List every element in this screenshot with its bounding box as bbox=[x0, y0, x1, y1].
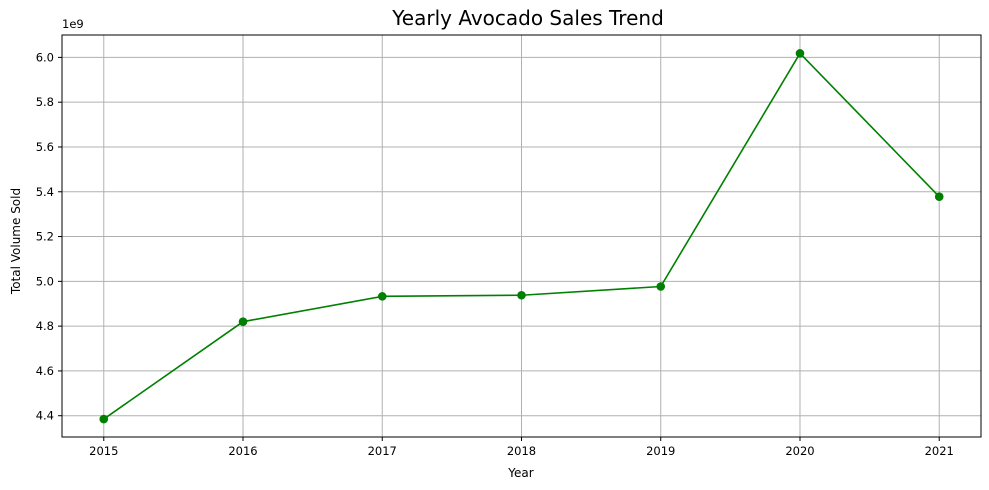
x-axis-label: Year bbox=[507, 466, 533, 480]
y-axis-label: Total Volume Sold bbox=[9, 188, 23, 295]
grid bbox=[62, 35, 981, 437]
y-tick-label: 4.4 bbox=[36, 409, 54, 423]
data-point bbox=[517, 290, 526, 300]
data-point bbox=[238, 317, 248, 326]
series-volume bbox=[99, 49, 944, 424]
data-point bbox=[934, 192, 944, 201]
y-tick-label: 5.2 bbox=[36, 230, 54, 244]
y-tick-label: 6.0 bbox=[36, 50, 54, 64]
y-tick-label: 5.8 bbox=[36, 95, 54, 109]
y-tick-label: 5.4 bbox=[36, 185, 54, 199]
x-tick-label: 2016 bbox=[228, 444, 257, 458]
x-tick-label: 2015 bbox=[89, 444, 118, 458]
x-tick-label: 2021 bbox=[925, 444, 954, 458]
axis-ticks: 2015 2016 2017 2018 2019 2020 2021 4.4 4.6 4.8 5.0… bbox=[36, 50, 954, 458]
y-tick-label: 4.8 bbox=[36, 319, 54, 333]
data-point bbox=[795, 49, 805, 58]
data-point bbox=[99, 414, 109, 424]
data-point bbox=[377, 292, 387, 301]
y-axis-offset-label: 1e9 bbox=[62, 17, 84, 31]
x-tick-label: 2020 bbox=[785, 444, 814, 458]
plot-frame bbox=[61, 34, 982, 438]
chart-title: Yearly Avocado Sales Trend bbox=[391, 6, 664, 30]
y-tick-label: 5.0 bbox=[36, 274, 54, 288]
data-point bbox=[656, 282, 666, 291]
y-tick-label: 5.6 bbox=[36, 140, 54, 154]
x-tick-label: 2019 bbox=[646, 444, 675, 458]
y-tick-label: 4.6 bbox=[36, 364, 54, 378]
x-tick-label: 2017 bbox=[368, 444, 397, 458]
x-tick-label: 2018 bbox=[507, 444, 536, 458]
